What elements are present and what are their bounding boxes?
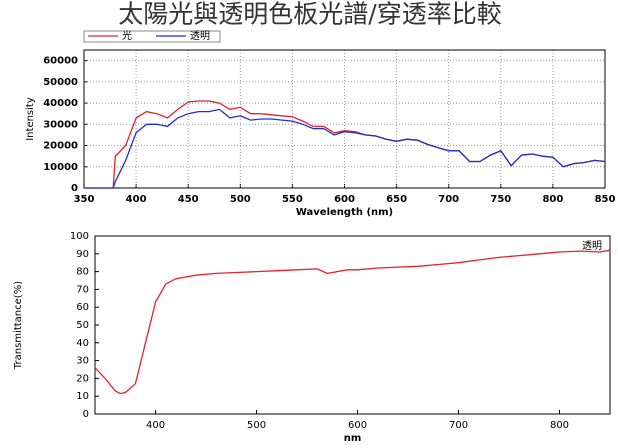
x-tick-label: 350	[74, 194, 95, 205]
x-tick-label: 700	[438, 194, 459, 205]
legend-label: 透明	[582, 240, 602, 252]
legend-label: 透明	[190, 30, 210, 42]
x-tick-label: 450	[178, 194, 199, 205]
y-tick-label: 80	[76, 267, 89, 278]
y-tick-label: 60000	[43, 56, 78, 67]
x-tick-label: 700	[449, 420, 468, 431]
plot-frame	[83, 49, 606, 189]
y-tick-label: 30	[76, 356, 89, 367]
y-tick-label: 40	[76, 338, 89, 349]
y-axis-label: Transmittance(%)	[13, 281, 24, 370]
series-line	[94, 249, 611, 395]
x-tick-label: 500	[247, 420, 266, 431]
y-tick-label: 50	[76, 320, 89, 331]
y-tick-label: 90	[76, 249, 89, 260]
series-line	[84, 108, 606, 189]
x-tick-label: 800	[542, 194, 563, 205]
y-tick-label: 0	[71, 183, 78, 194]
legend-box	[83, 30, 221, 43]
y-axis-label: Intensity	[25, 97, 36, 141]
y-tick-label: 70	[76, 284, 89, 295]
y-tick-label: 10	[76, 391, 89, 402]
x-tick-label: 500	[230, 194, 251, 205]
y-tick-label: 30000	[43, 119, 78, 130]
x-tick-label: 600	[348, 420, 367, 431]
y-tick-label: 10000	[43, 162, 78, 173]
y-tick-label: 50000	[43, 77, 78, 88]
y-tick-label: 0	[83, 409, 89, 420]
x-axis-label: nm	[344, 433, 362, 444]
x-tick-label: 850	[595, 194, 616, 205]
x-tick-label: 550	[282, 194, 303, 205]
y-tick-label: 100	[70, 231, 89, 242]
x-tick-label: 600	[334, 194, 355, 205]
plot-frame	[94, 235, 611, 415]
x-tick-label: 750	[490, 194, 511, 205]
y-tick-label: 40000	[43, 98, 78, 109]
x-axis-label: Wavelength (nm)	[296, 207, 393, 218]
y-tick-label: 60	[76, 302, 89, 313]
legend-label: 光	[122, 29, 132, 42]
x-tick-label: 650	[386, 194, 407, 205]
page-title: 太陽光與透明色板光譜/穿透率比較	[118, 0, 501, 29]
x-tick-label: 400	[126, 194, 147, 205]
y-tick-label: 20000	[43, 141, 78, 152]
x-tick-label: 400	[146, 420, 165, 431]
x-tick-label: 800	[550, 420, 569, 431]
y-tick-label: 20	[76, 373, 89, 384]
